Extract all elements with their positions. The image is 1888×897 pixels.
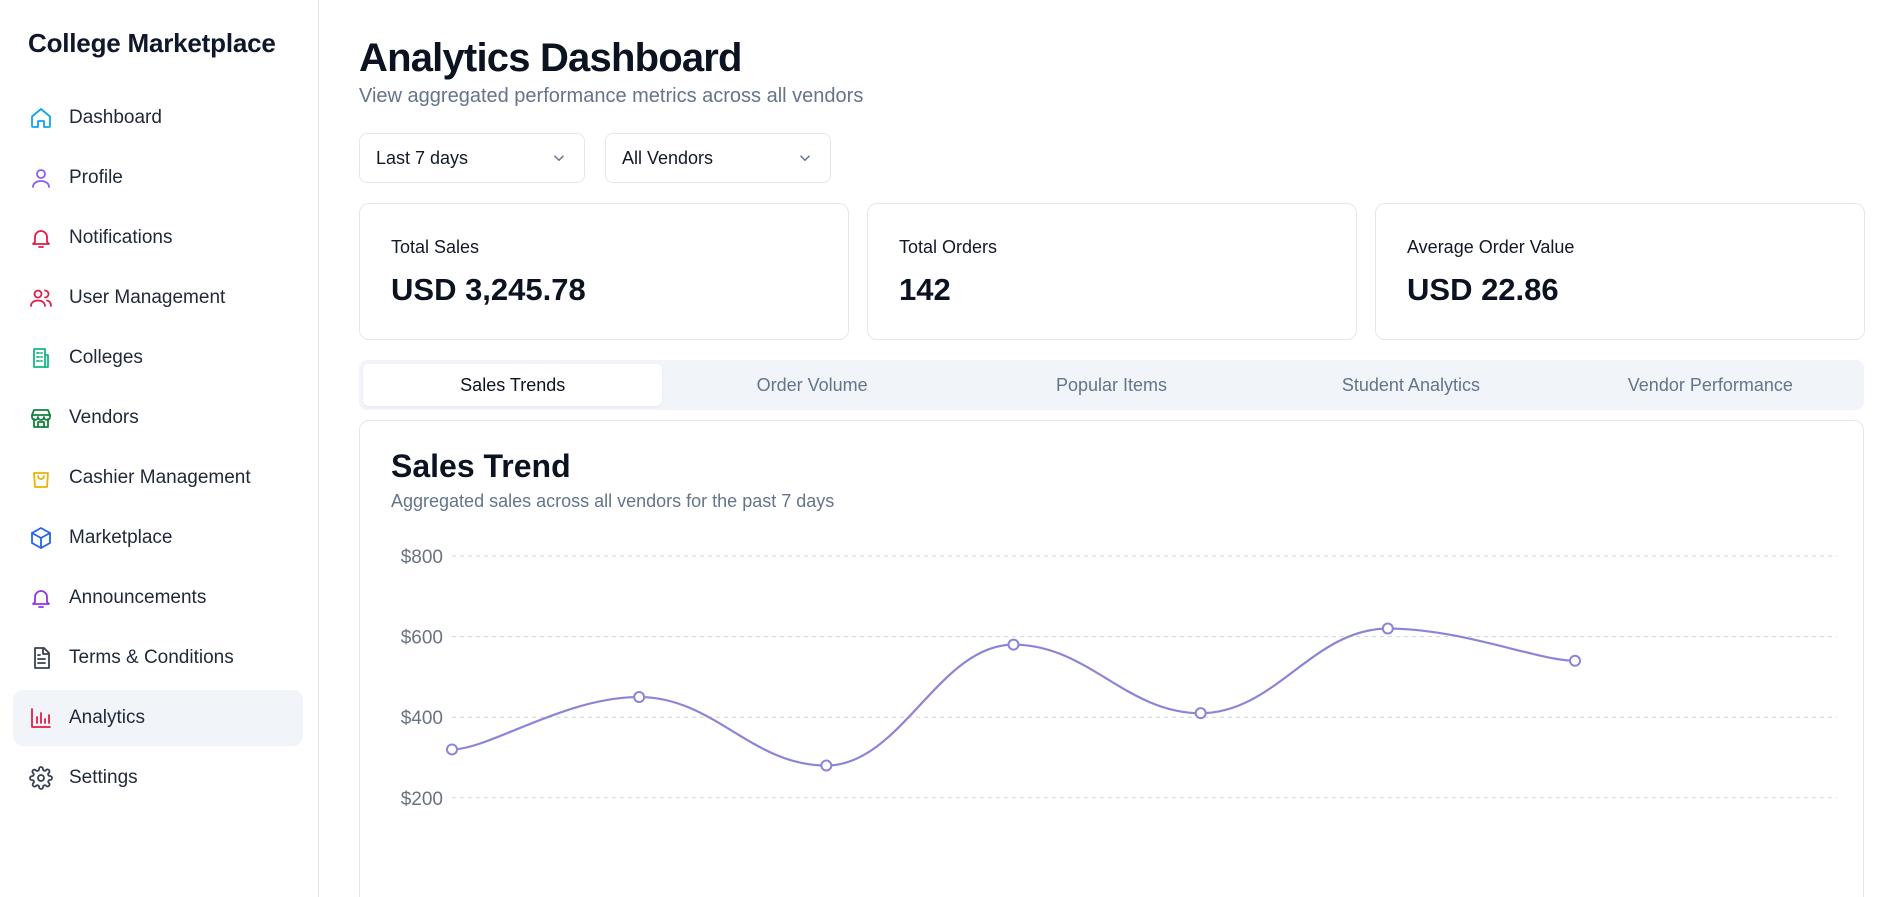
sidebar-item-terms-conditions[interactable]: Terms & Conditions (13, 630, 303, 686)
sidebar-item-analytics[interactable]: Analytics (13, 690, 303, 746)
stat-value: 142 (899, 272, 951, 307)
data-point[interactable] (1007, 638, 1020, 651)
data-point[interactable] (1381, 622, 1394, 635)
data-point[interactable] (1194, 707, 1207, 720)
stat-card-average-order-value: Average Order Value USD 22.86 (1375, 203, 1865, 340)
y-tick-label: $800 (401, 547, 443, 568)
chevron-down-icon (553, 155, 565, 162)
sidebar-item-label: Settings (69, 767, 138, 788)
stat-card-total-orders: Total Orders 142 (867, 203, 1357, 340)
sidebar-item-announcements[interactable]: Announcements (13, 570, 303, 626)
sidebar-item-label: User Management (69, 287, 226, 308)
stat-value: USD 3,245.78 (391, 272, 586, 307)
stat-label: Total Sales (391, 237, 480, 257)
sidebar-item-label: Announcements (69, 587, 207, 608)
bell-icon (29, 226, 53, 250)
sidebar-item-dashboard[interactable]: Dashboard (13, 90, 303, 146)
sidebar-item-profile[interactable]: Profile (13, 150, 303, 206)
tab-sales-trends[interactable]: Sales Trends (363, 364, 663, 406)
period-select[interactable]: Last 7 days (359, 133, 585, 183)
bar-chart-icon (29, 706, 53, 730)
file-icon (29, 646, 53, 670)
sidebar-item-notifications[interactable]: Notifications (13, 210, 303, 266)
data-point[interactable] (633, 691, 646, 704)
store-icon (29, 406, 53, 430)
box-icon (29, 526, 53, 550)
y-tick-label: $200 (401, 789, 443, 810)
chart-title: Sales Trend (391, 448, 571, 484)
main-content: Analytics Dashboard View aggregated perf… (319, 0, 1888, 897)
analytics-tabs: Sales Trends Order Volume Popular Items … (359, 360, 1864, 410)
chart-subtitle: Aggregated sales across all vendors for … (391, 491, 835, 511)
tab-student-analytics[interactable]: Student Analytics (1341, 374, 1480, 395)
chevron-down-icon (799, 155, 811, 162)
y-tick-label: $400 (401, 708, 443, 729)
y-tick-label: $600 (401, 628, 443, 649)
sidebar-item-label: Terms & Conditions (69, 647, 234, 668)
sidebar-item-user-management[interactable]: User Management (13, 270, 303, 326)
building-icon (29, 346, 53, 370)
tab-popular-items[interactable]: Popular Items (1055, 374, 1168, 395)
sidebar: College Marketplace Dashboard Profile No… (0, 0, 319, 897)
bag-icon (29, 466, 53, 490)
sidebar-item-label: Dashboard (69, 107, 162, 128)
stat-card-total-sales: Total Sales USD 3,245.78 (359, 203, 849, 340)
stat-value: USD 22.86 (1407, 272, 1559, 307)
sidebar-item-label: Cashier Management (69, 467, 251, 488)
sidebar-item-vendors[interactable]: Vendors (13, 390, 303, 446)
vendor-select[interactable]: All Vendors (605, 133, 831, 183)
sidebar-item-label: Analytics (69, 707, 146, 728)
sidebar-item-settings[interactable]: Settings (13, 750, 303, 806)
period-select-value: Last 7 days (376, 147, 469, 168)
sidebar-item-label: Vendors (69, 407, 139, 428)
bell-icon (29, 586, 53, 610)
sidebar-item-colleges[interactable]: Colleges (13, 330, 303, 386)
data-point[interactable] (1569, 654, 1581, 667)
data-point[interactable] (820, 759, 833, 772)
vendor-select-value: All Vendors (622, 147, 714, 168)
sidebar-item-label: Colleges (69, 347, 143, 368)
page-title: Analytics Dashboard (359, 36, 743, 80)
sidebar-item-label: Marketplace (69, 527, 173, 548)
page-subtitle: View aggregated performance metrics acro… (359, 85, 864, 107)
stat-label: Total Orders (899, 237, 998, 257)
sidebar-item-label: Profile (69, 167, 123, 188)
tab-vendor-performance[interactable]: Vendor Performance (1627, 374, 1793, 395)
brand-title: College Marketplace (28, 28, 276, 58)
sidebar-item-marketplace[interactable]: Marketplace (13, 510, 303, 566)
sales-trend-chart: $800 $600 $400 $200 (401, 547, 1837, 810)
gear-icon (29, 766, 53, 790)
sales-trend-card: Sales Trend Aggregated sales across all … (359, 420, 1864, 897)
user-icon (29, 166, 53, 190)
stat-label: Average Order Value (1407, 237, 1575, 257)
tab-order-volume[interactable]: Order Volume (756, 374, 868, 395)
data-point[interactable] (446, 743, 458, 756)
sidebar-item-label: Notifications (69, 227, 173, 248)
sidebar-item-cashier-management[interactable]: Cashier Management (13, 450, 303, 506)
home-icon (29, 106, 53, 130)
users-icon (29, 286, 53, 310)
sidebar-nav: Dashboard Profile Notifications User Man… (13, 90, 303, 810)
